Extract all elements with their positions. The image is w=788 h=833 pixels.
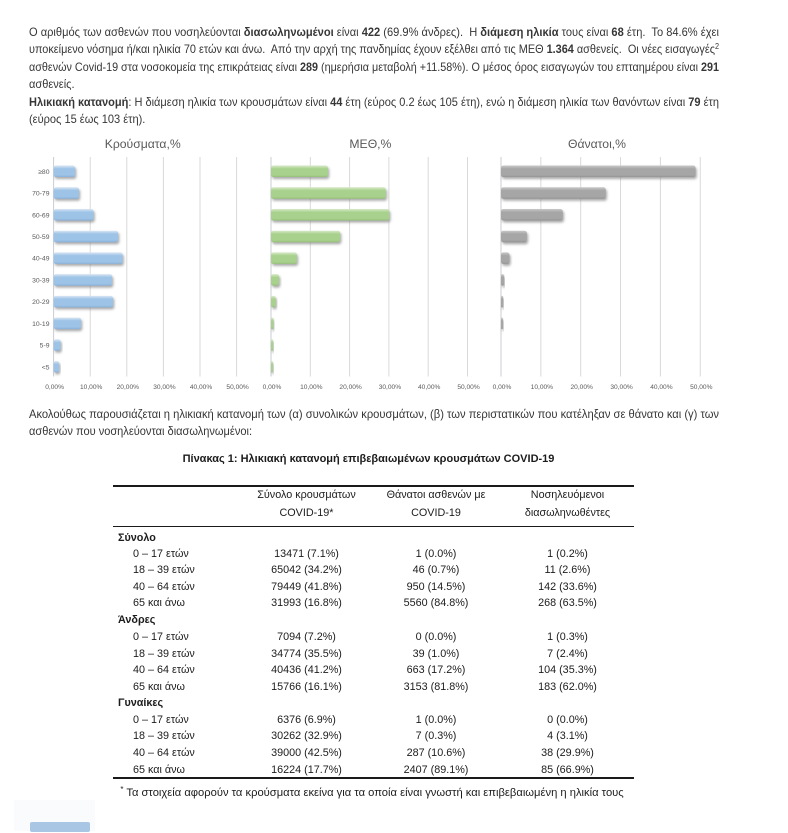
svg-text:60-69: 60-69 <box>32 212 50 219</box>
svg-text:10,00%: 10,00% <box>80 384 103 391</box>
svg-text:ΜΕΘ,%: ΜΕΘ,% <box>349 137 391 151</box>
svg-text:10,00%: 10,00% <box>300 384 323 391</box>
svg-text:50-59: 50-59 <box>32 234 50 241</box>
svg-text:5-9: 5-9 <box>40 343 50 350</box>
svg-text:30,00%: 30,00% <box>610 384 633 391</box>
svg-text:10-19: 10-19 <box>32 321 50 328</box>
svg-text:20-29: 20-29 <box>32 299 50 306</box>
svg-text:0,00%: 0,00% <box>493 384 512 391</box>
svg-text:40-49: 40-49 <box>32 256 50 263</box>
svg-text:<5: <5 <box>42 364 50 371</box>
svg-text:50,00%: 50,00% <box>690 384 713 391</box>
svg-text:20,00%: 20,00% <box>339 384 362 391</box>
svg-text:30-39: 30-39 <box>32 277 50 284</box>
svg-text:50,00%: 50,00% <box>226 384 249 391</box>
svg-text:≥80: ≥80 <box>38 169 50 176</box>
svg-text:Κρούσματα,%: Κρούσματα,% <box>105 137 181 151</box>
svg-text:40,00%: 40,00% <box>650 384 673 391</box>
svg-text:50,00%: 50,00% <box>457 384 480 391</box>
svg-text:20,00%: 20,00% <box>117 384 140 391</box>
svg-text:70-79: 70-79 <box>32 191 50 198</box>
svg-text:30,00%: 30,00% <box>153 384 176 391</box>
svg-text:40,00%: 40,00% <box>418 384 441 391</box>
svg-text:10,00%: 10,00% <box>531 384 554 391</box>
svg-text:0,00%: 0,00% <box>45 384 64 391</box>
svg-text:0,00%: 0,00% <box>263 384 282 391</box>
svg-text:40,00%: 40,00% <box>190 384 213 391</box>
svg-text:30,00%: 30,00% <box>379 384 402 391</box>
svg-text:20,00%: 20,00% <box>571 384 594 391</box>
svg-text:Θάνατοι,%: Θάνατοι,% <box>568 137 626 151</box>
